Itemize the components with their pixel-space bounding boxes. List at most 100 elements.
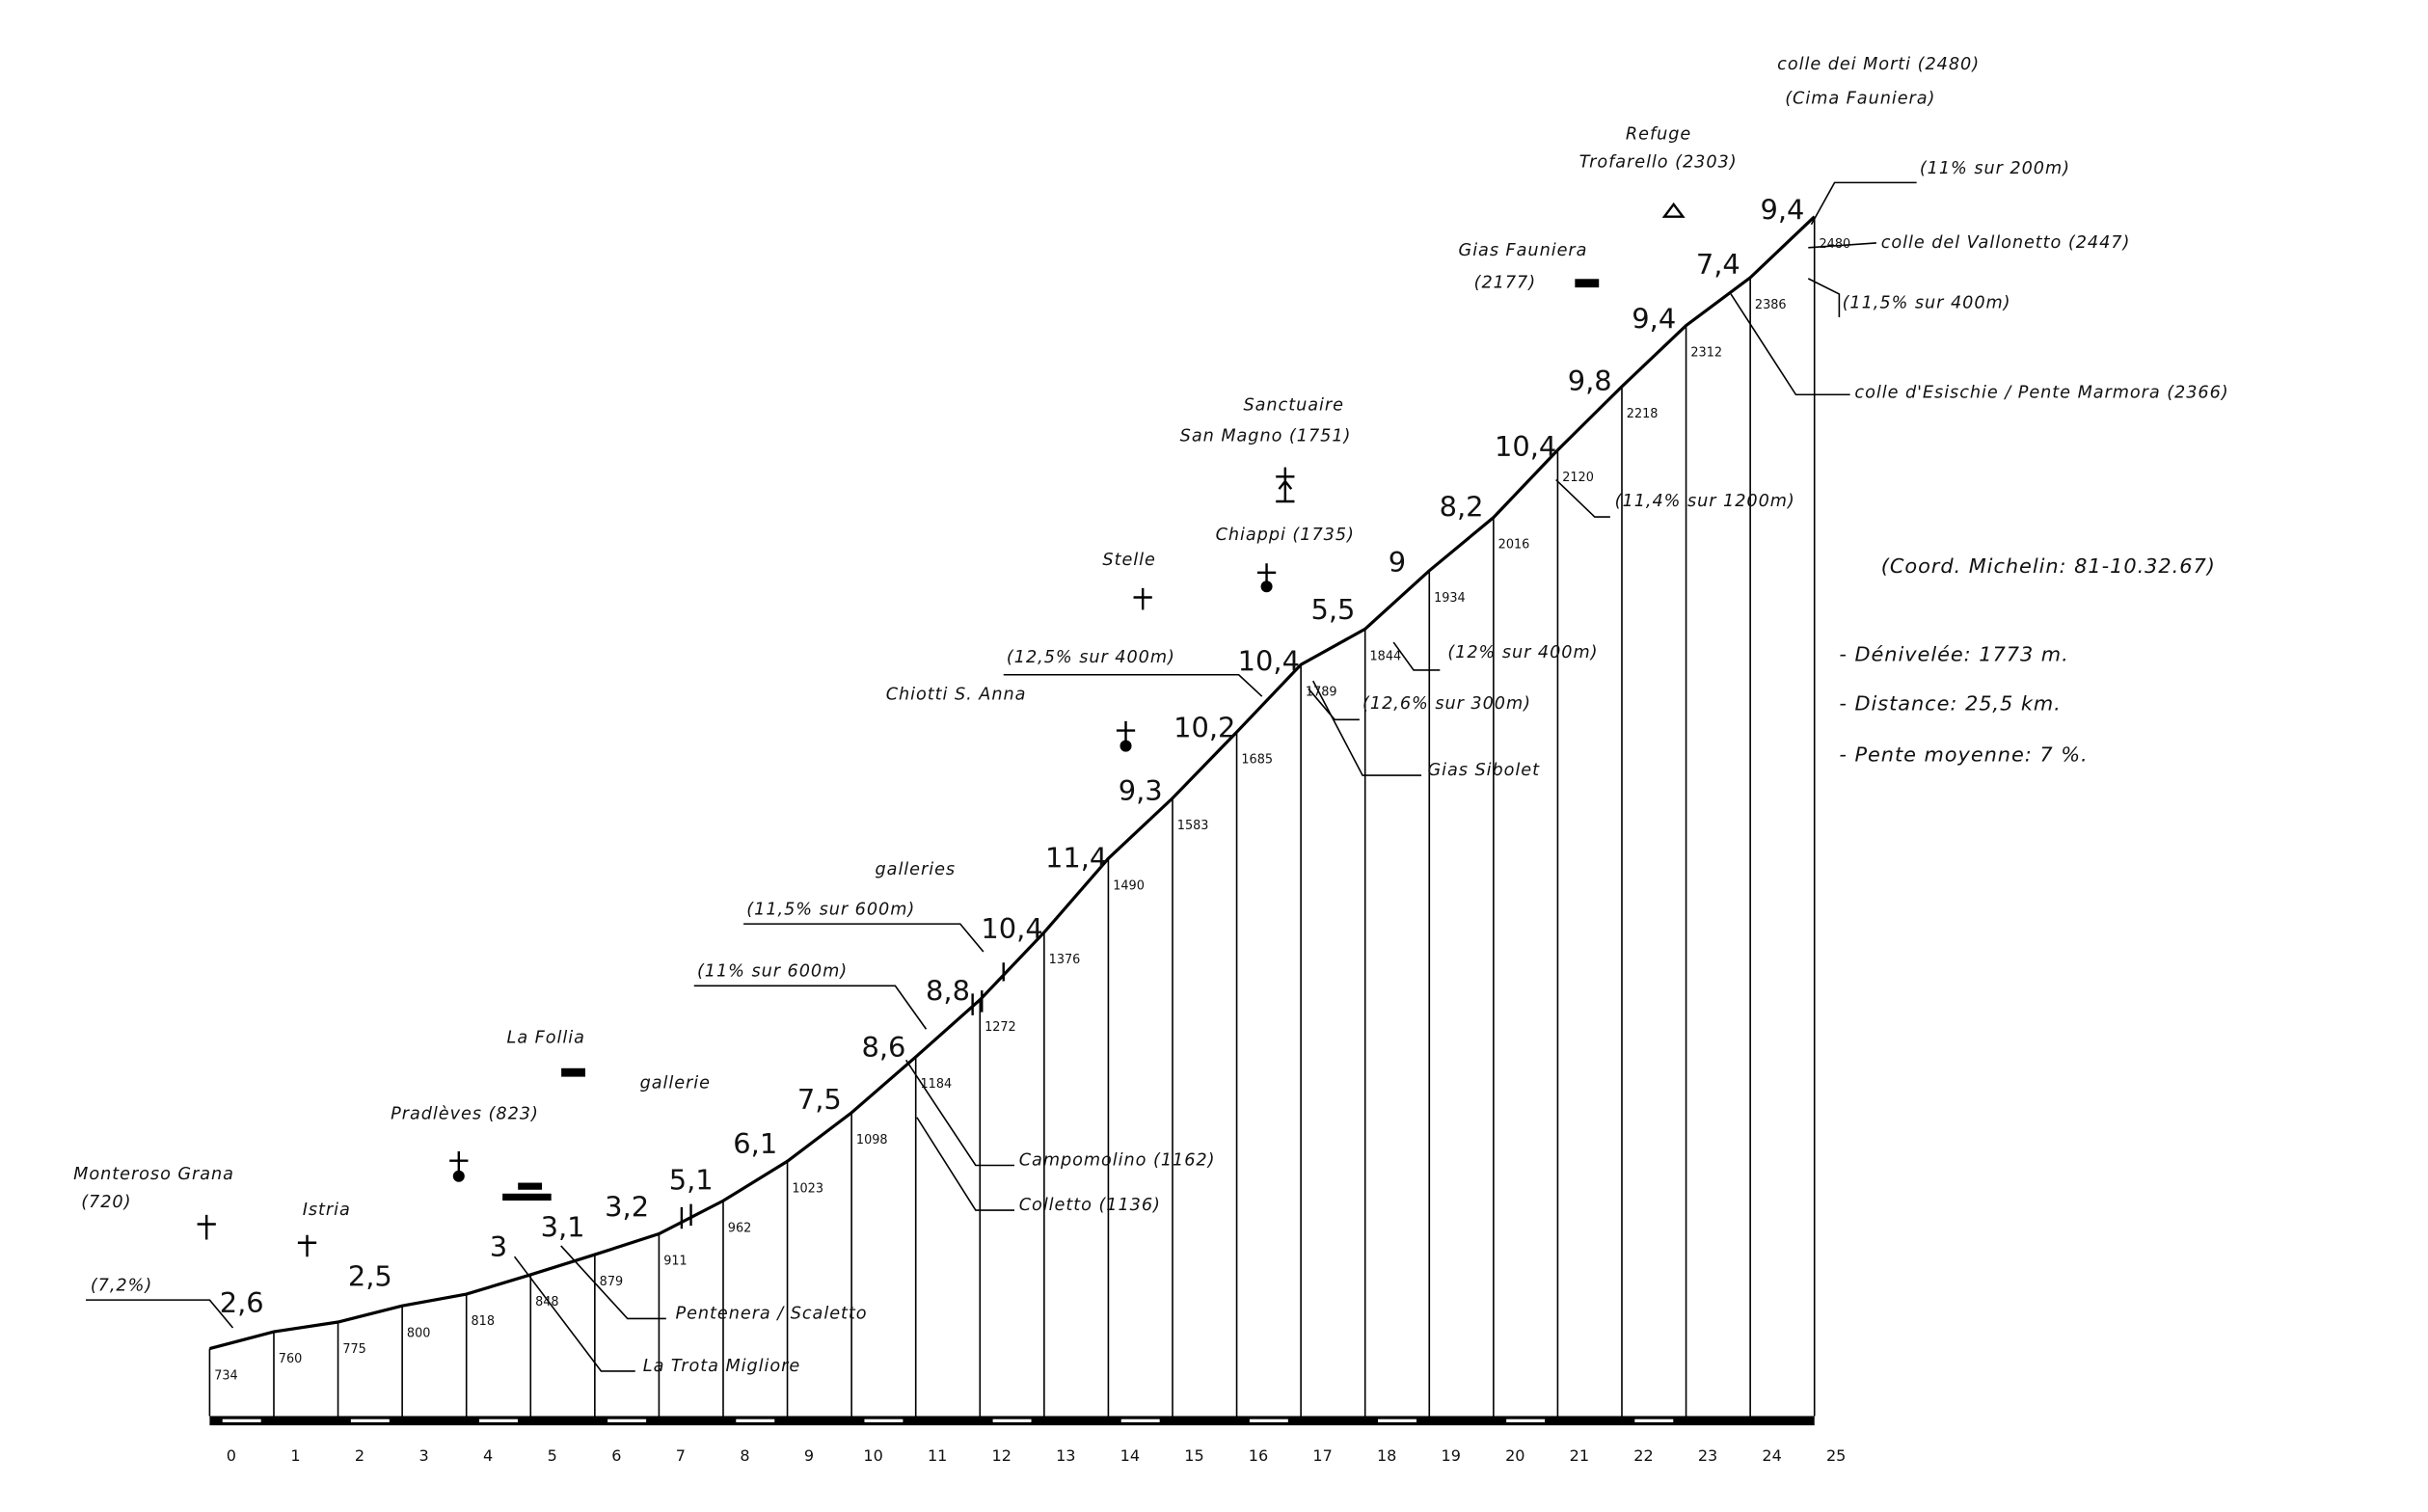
altitude-label: 1098 bbox=[856, 1133, 888, 1148]
annotation: Campomolino (1162) bbox=[1019, 1150, 1216, 1170]
slope-label: 7,4 bbox=[1696, 248, 1740, 281]
annotation: Istria bbox=[303, 1201, 351, 1220]
x-tick-label: 17 bbox=[1312, 1446, 1332, 1465]
x-tick-label: 5 bbox=[548, 1446, 557, 1465]
altitude-label: 848 bbox=[535, 1295, 559, 1310]
annotation: Pradlèves (823) bbox=[391, 1104, 539, 1123]
x-tick-label: 25 bbox=[1826, 1446, 1846, 1465]
altitude-label: 2386 bbox=[1755, 298, 1787, 312]
slope-label: 3,2 bbox=[605, 1190, 649, 1223]
x-tick-label: 23 bbox=[1698, 1446, 1717, 1465]
leader-line bbox=[904, 1059, 1014, 1167]
altitude-label: 2016 bbox=[1498, 538, 1530, 553]
annotation: (11% sur 600m) bbox=[697, 962, 848, 982]
x-tick-label: 19 bbox=[1442, 1446, 1461, 1465]
x-tick-label: 14 bbox=[1120, 1446, 1140, 1465]
annotation: (11,4% sur 1200m) bbox=[1615, 492, 1795, 511]
annotation: Chiappi (1735) bbox=[1216, 526, 1355, 545]
hamlet-icon bbox=[518, 1182, 543, 1190]
hamlet-icon bbox=[1575, 279, 1600, 288]
leader-line bbox=[1730, 293, 1850, 396]
base-band-gap bbox=[222, 1418, 261, 1422]
annotation: Gias Fauniera bbox=[1459, 241, 1588, 260]
leader-line bbox=[1392, 641, 1441, 671]
annotation: colle del Vallonetto (2447) bbox=[1881, 233, 2131, 253]
slope-label: 8,8 bbox=[926, 975, 970, 1008]
slope-label: 7,5 bbox=[797, 1083, 842, 1116]
base-band-gap bbox=[1120, 1418, 1160, 1422]
leader-line bbox=[1312, 680, 1422, 776]
church-icon bbox=[1276, 467, 1295, 503]
icons bbox=[197, 202, 1686, 1257]
altitude-label: 818 bbox=[472, 1314, 495, 1329]
leader-line bbox=[1555, 478, 1610, 518]
altitude-label: 1685 bbox=[1241, 752, 1273, 767]
annotation: gallerie bbox=[640, 1073, 711, 1093]
annotation: (11,5% sur 400m) bbox=[1843, 293, 2011, 312]
leader-line bbox=[1003, 673, 1263, 697]
leader-line bbox=[513, 1256, 635, 1372]
slope-label: 9 bbox=[1389, 546, 1406, 579]
annotation: - Pente moyenne: 7 %. bbox=[1839, 743, 2088, 767]
cross-icon bbox=[197, 1214, 216, 1240]
slope-label: 3,1 bbox=[541, 1211, 585, 1244]
altitude-label: 760 bbox=[279, 1352, 303, 1366]
annotation: (11% sur 200m) bbox=[1920, 159, 2070, 178]
altitude-label: 2120 bbox=[1562, 471, 1594, 485]
cross-icon bbox=[1133, 587, 1152, 610]
base-band-gap bbox=[607, 1418, 647, 1422]
slope-label: 8,6 bbox=[861, 1031, 905, 1064]
slope-label: 10,2 bbox=[1174, 712, 1235, 744]
base-band-gap bbox=[864, 1418, 904, 1422]
annotation: (12,6% sur 300m) bbox=[1362, 694, 1531, 714]
x-tick-label: 1 bbox=[290, 1446, 300, 1465]
slope-label: 5,1 bbox=[669, 1164, 714, 1197]
altitude-label: 1376 bbox=[1049, 953, 1081, 967]
annotation: (Coord. Michelin: 81-10.32.67) bbox=[1881, 554, 2216, 578]
annotation: galleries bbox=[876, 860, 957, 879]
base-band-gap bbox=[350, 1418, 390, 1422]
altitude-label: 1490 bbox=[1113, 878, 1145, 893]
altitude-label: 2312 bbox=[1690, 346, 1722, 361]
altitude-label: 775 bbox=[342, 1342, 366, 1357]
annotation: Sanctuaire bbox=[1243, 395, 1343, 415]
leader-lines bbox=[86, 181, 1917, 1372]
base-band-gap bbox=[736, 1418, 775, 1422]
slope-label: 9,4 bbox=[1632, 302, 1676, 335]
annotation: Pentenera / Scaletto bbox=[675, 1304, 867, 1323]
altitude-label: 1934 bbox=[1434, 591, 1466, 606]
x-tick-label: 11 bbox=[928, 1446, 947, 1465]
x-tick-label: 9 bbox=[804, 1446, 814, 1465]
annotation: La Trota Migliore bbox=[643, 1357, 800, 1376]
leader-line bbox=[1807, 278, 1841, 318]
hamlet-icon bbox=[561, 1067, 586, 1077]
altitude-label: 1023 bbox=[792, 1181, 823, 1196]
base-band-gap bbox=[1249, 1418, 1288, 1422]
altitude-label: 1844 bbox=[1370, 649, 1402, 663]
altitude-label: 1583 bbox=[1177, 819, 1209, 833]
annotation: (11,5% sur 600m) bbox=[746, 901, 915, 920]
x-tick-label: 24 bbox=[1762, 1446, 1781, 1465]
x-tick-label: 0 bbox=[227, 1446, 236, 1465]
slope-label: 10,4 bbox=[1238, 644, 1300, 677]
x-tick-label: 3 bbox=[418, 1446, 428, 1465]
annotation: Stelle bbox=[1102, 551, 1155, 570]
slope-label: 10,4 bbox=[981, 912, 1042, 945]
x-tick-label: 18 bbox=[1377, 1446, 1396, 1465]
x-tick-label: 21 bbox=[1570, 1446, 1589, 1465]
village-dot bbox=[452, 1170, 465, 1182]
x-tick-label: 16 bbox=[1249, 1446, 1268, 1465]
annotation: colle dei Morti (2480) bbox=[1777, 55, 1980, 74]
x-tick-label: 20 bbox=[1505, 1446, 1524, 1465]
hamlet-icon bbox=[502, 1193, 552, 1202]
slope-label: 6,1 bbox=[733, 1127, 777, 1160]
annotation: colle d'Esischie / Pente Marmora (2366) bbox=[1854, 383, 2228, 402]
annotation: Colletto (1136) bbox=[1019, 1196, 1161, 1215]
annotation: (12% sur 400m) bbox=[1447, 643, 1598, 662]
x-tick-label: 4 bbox=[483, 1446, 493, 1465]
cross-icon bbox=[297, 1234, 317, 1257]
annotation: (2177) bbox=[1474, 274, 1536, 293]
x-tick-label: 15 bbox=[1184, 1446, 1203, 1465]
x-tick-label: 13 bbox=[1056, 1446, 1075, 1465]
